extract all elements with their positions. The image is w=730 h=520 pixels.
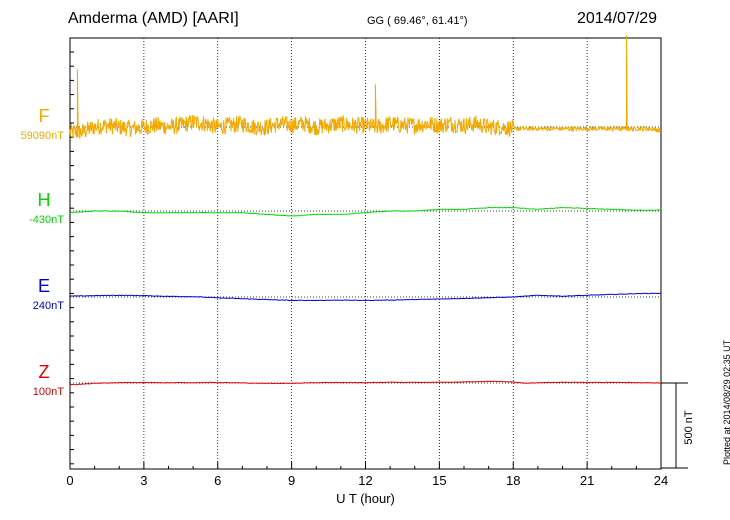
series-name-H: H <box>38 190 51 210</box>
x-tick-label-6: 6 <box>214 473 221 488</box>
x-tick-label-0: 0 <box>66 473 73 488</box>
series-name-Z: Z <box>39 362 50 382</box>
x-tick-label-9: 9 <box>288 473 295 488</box>
x-tick-label-15: 15 <box>432 473 446 488</box>
x-tick-label-21: 21 <box>580 473 594 488</box>
series-baseline-label-Z: 100nT <box>33 386 64 398</box>
x-tick-label-3: 3 <box>140 473 147 488</box>
plotted-timestamp: Plotted at 2014/08/29 02:35 UT <box>722 339 730 465</box>
x-axis-label: U T (hour) <box>336 491 395 506</box>
x-tick-label-12: 12 <box>358 473 372 488</box>
series-line-H <box>69 206 662 217</box>
plot-date: 2014/07/29 <box>577 10 658 27</box>
series-line-Z <box>69 380 661 386</box>
series-line-E <box>69 292 662 302</box>
station-title: Amderma (AMD) [AARI] <box>68 10 239 27</box>
series-line-F <box>69 35 662 139</box>
scale-bar-label: 500 nT <box>683 410 695 445</box>
series-baseline-label-H: -430nT <box>29 214 64 226</box>
x-tick-label-18: 18 <box>506 473 520 488</box>
station-coordinates: GG ( 69.46°, 61.41°) <box>367 15 468 27</box>
series-name-E: E <box>38 276 50 296</box>
series-baseline-label-E: 240nT <box>33 300 64 312</box>
series-baseline-label-F: 59090nT <box>21 130 65 142</box>
x-tick-label-24: 24 <box>654 473 668 488</box>
series-name-F: F <box>39 106 50 126</box>
